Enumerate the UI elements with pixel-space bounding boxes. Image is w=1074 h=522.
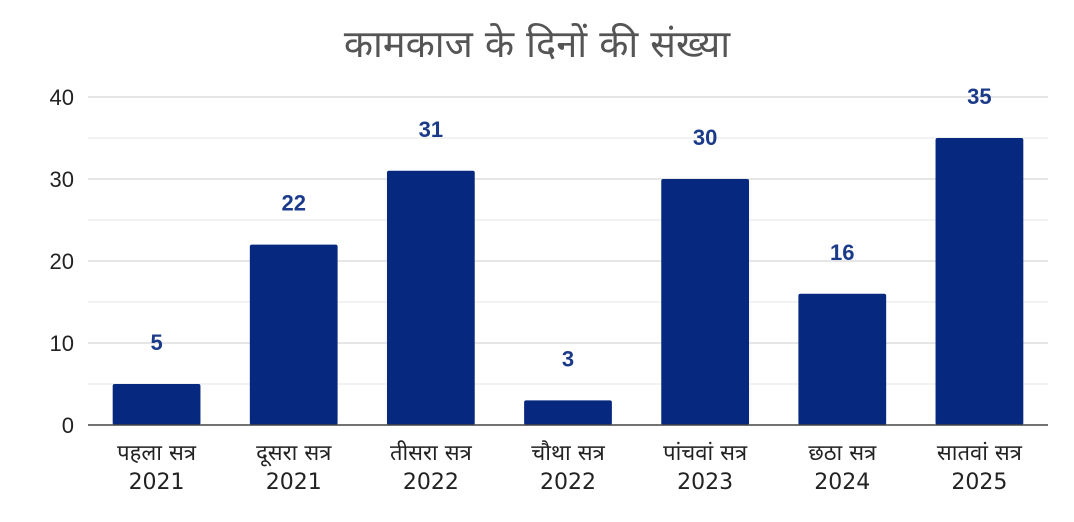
x-tick-label: पहला सत्र [117,441,197,466]
x-tick-label-year: 2025 [951,470,1007,495]
x-axis-labels: पहला सत्र 2021 दूसरा सत्र 2021 तीसरा सत्र 202… [117,440,1023,495]
x-tick-label-year: 2022 [403,470,459,495]
y-tick-label: 10 [50,331,74,356]
x-tick-label-year: 2024 [814,470,870,495]
y-tick-label: 40 [50,85,74,110]
data-label: 30 [693,125,717,150]
y-axis-ticks: 0 10 20 30 40 [50,85,74,438]
data-label: 5 [150,330,162,355]
data-label: 16 [830,240,854,265]
bar [386,170,475,425]
y-tick-label: 20 [50,249,74,274]
x-tick-label-year: 2021 [129,470,185,495]
bar [661,179,750,425]
x-tick-label: तीसरा सत्र [390,440,473,466]
chart-title: कामकाज के दिनों की संख्या [344,22,731,66]
y-tick-label: 0 [62,413,74,438]
bar [249,244,338,425]
y-tick-label: 30 [50,167,74,192]
bar [524,400,612,425]
data-label: 31 [419,117,443,142]
data-label: 3 [562,346,574,371]
data-label: 22 [281,191,305,216]
gridlines [88,96,1048,385]
x-tick-label: पांचवां सत्र [663,441,748,466]
x-tick-label-year: 2023 [677,470,733,495]
x-tick-label-year: 2022 [540,470,596,495]
bar [798,293,887,425]
bar [935,138,1024,425]
x-tick-label: चौथा सत्र [531,440,605,466]
x-tick-label: दूसरा सत्र [256,441,332,467]
x-tick-label: छठा सत्र [808,441,877,466]
bar [112,384,201,425]
bars [112,138,1024,425]
data-label: 35 [967,84,991,109]
x-tick-label: सातवां सत्र [937,441,1023,466]
data-labels: 5 22 31 3 30 16 35 [150,84,991,371]
x-tick-label-year: 2021 [266,470,322,495]
